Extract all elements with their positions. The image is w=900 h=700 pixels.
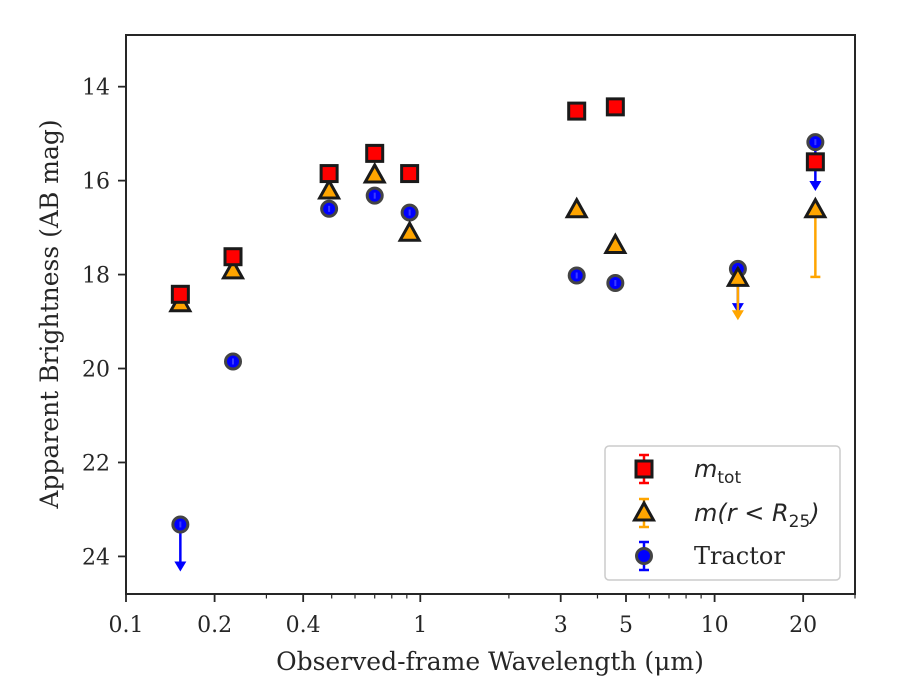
x-tick-label: 5 bbox=[619, 613, 633, 638]
legend-label-main: m bbox=[694, 455, 717, 483]
axes-layer: 0.1 0.2 0.4 1 3 5 10 20 14 16 18 20 22 24 bbox=[82, 76, 856, 638]
y-tick-label: 20 bbox=[82, 358, 110, 383]
x-tick-label: 0.1 bbox=[109, 613, 144, 638]
legend-marker-circle bbox=[635, 547, 653, 565]
upper-limit-arrow bbox=[809, 181, 822, 192]
upper-limit-arrow bbox=[174, 561, 187, 572]
y-tick-label: 16 bbox=[82, 170, 110, 195]
y-tick-label: 18 bbox=[82, 264, 110, 289]
legend-label-sub: tot bbox=[717, 468, 741, 488]
x-tick-label: 10 bbox=[701, 613, 729, 638]
legend-marker-square bbox=[634, 459, 654, 479]
x-tick-label: 20 bbox=[789, 613, 817, 638]
y-tick-label: 22 bbox=[82, 451, 110, 476]
legend-label-main: m(r < R bbox=[694, 499, 789, 527]
legend-label: m(r < R25) bbox=[694, 499, 820, 532]
x-tick-label: 1 bbox=[413, 613, 427, 638]
x-tick-label: 3 bbox=[554, 613, 568, 638]
legend: mtot m(r < R25) Tractor bbox=[604, 445, 841, 581]
x-axis-label: Observed-frame Wavelength (μm) bbox=[276, 647, 704, 676]
legend-label-sub: 25 bbox=[789, 512, 811, 532]
legend-marker-triangle bbox=[631, 499, 657, 522]
upper-limit-arrow bbox=[731, 310, 744, 321]
y-axis-label: Apparent Brightness (AB mag) bbox=[35, 119, 64, 509]
plot-frame bbox=[125, 34, 856, 595]
y-tick-label: 14 bbox=[82, 76, 110, 101]
marks-layer bbox=[168, 97, 828, 572]
legend-label: mtot bbox=[694, 455, 741, 488]
x-tick-label: 0.4 bbox=[286, 613, 321, 638]
legend-label: Tractor bbox=[694, 542, 785, 570]
y-tick-label: 24 bbox=[82, 545, 110, 570]
legend-box bbox=[604, 445, 841, 581]
x-tick-label: 0.2 bbox=[197, 613, 232, 638]
legend-label-end: ) bbox=[808, 499, 819, 527]
